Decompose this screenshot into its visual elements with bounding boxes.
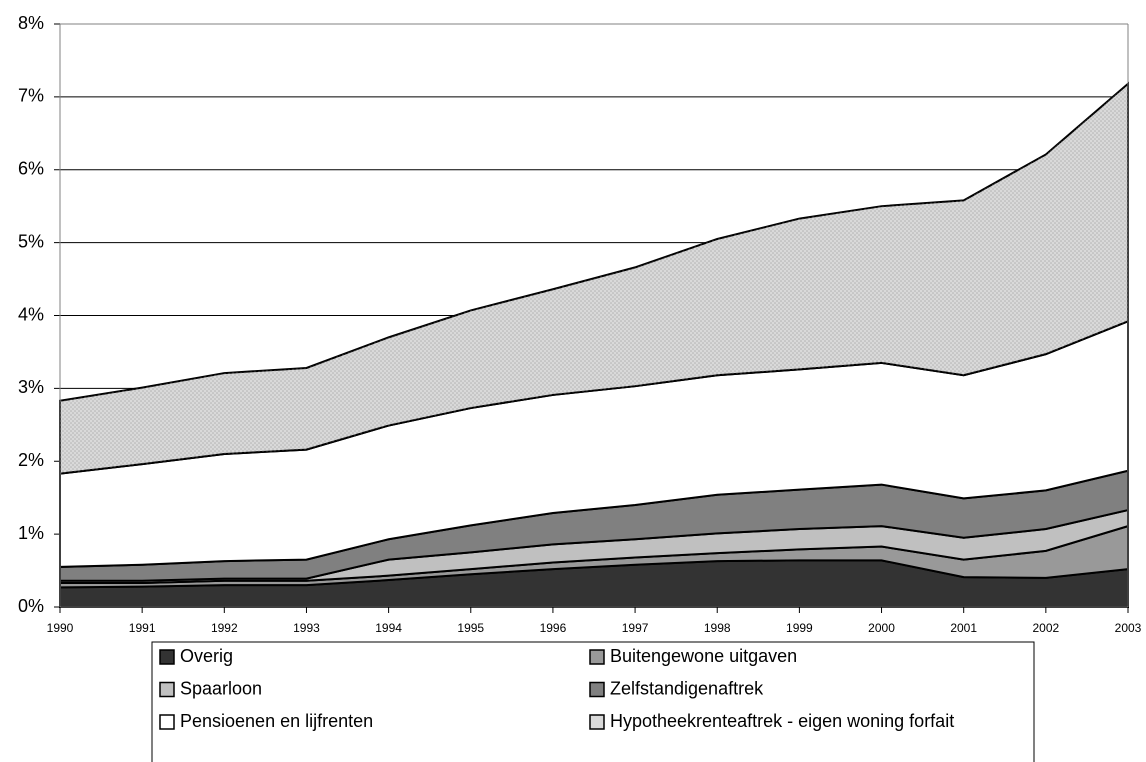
legend-label: Overig: [180, 646, 233, 666]
x-tick-label: 2002: [1032, 621, 1059, 635]
x-tick-label: 1990: [47, 621, 74, 635]
y-tick-label: 2%: [18, 450, 44, 470]
x-tick-label: 1997: [622, 621, 649, 635]
legend-swatch: [159, 649, 175, 665]
y-tick-label: 1%: [18, 523, 44, 543]
x-tick-label: 1994: [375, 621, 402, 635]
x-tick-label: 1998: [704, 621, 731, 635]
x-tick-label: 1991: [129, 621, 156, 635]
y-tick-label: 4%: [18, 304, 44, 324]
x-tick-label: 2003: [1115, 621, 1142, 635]
y-tick-label: 5%: [18, 231, 44, 251]
x-tick-label: 1992: [211, 621, 238, 635]
x-tick-label: 2001: [950, 621, 977, 635]
legend-label: Spaarloon: [180, 678, 262, 698]
y-tick-label: 8%: [18, 13, 44, 33]
legend-label: Zelfstandigenaftrek: [610, 678, 764, 698]
y-tick-label: 3%: [18, 377, 44, 397]
legend-label: Hypotheekrenteaftrek - eigen woning forf…: [610, 711, 954, 731]
y-tick-label: 7%: [18, 86, 44, 106]
area-texture: [60, 83, 1128, 474]
x-tick-label: 2000: [868, 621, 895, 635]
y-tick-label: 0%: [18, 596, 44, 616]
x-tick-label: 1993: [293, 621, 320, 635]
legend-swatch: [159, 681, 175, 698]
x-tick-label: 1995: [457, 621, 484, 635]
x-tick-label: 1996: [540, 621, 567, 635]
legend-label: Buitengewone uitgaven: [610, 646, 797, 666]
legend-swatch: [589, 649, 605, 665]
legend-swatch: [589, 681, 605, 698]
x-tick-label: 1999: [786, 621, 813, 635]
legend-swatch: [589, 714, 605, 730]
y-tick-label: 6%: [18, 159, 44, 179]
legend-swatch: [159, 714, 175, 730]
legend-label: Pensioenen en lijfrenten: [180, 711, 373, 731]
